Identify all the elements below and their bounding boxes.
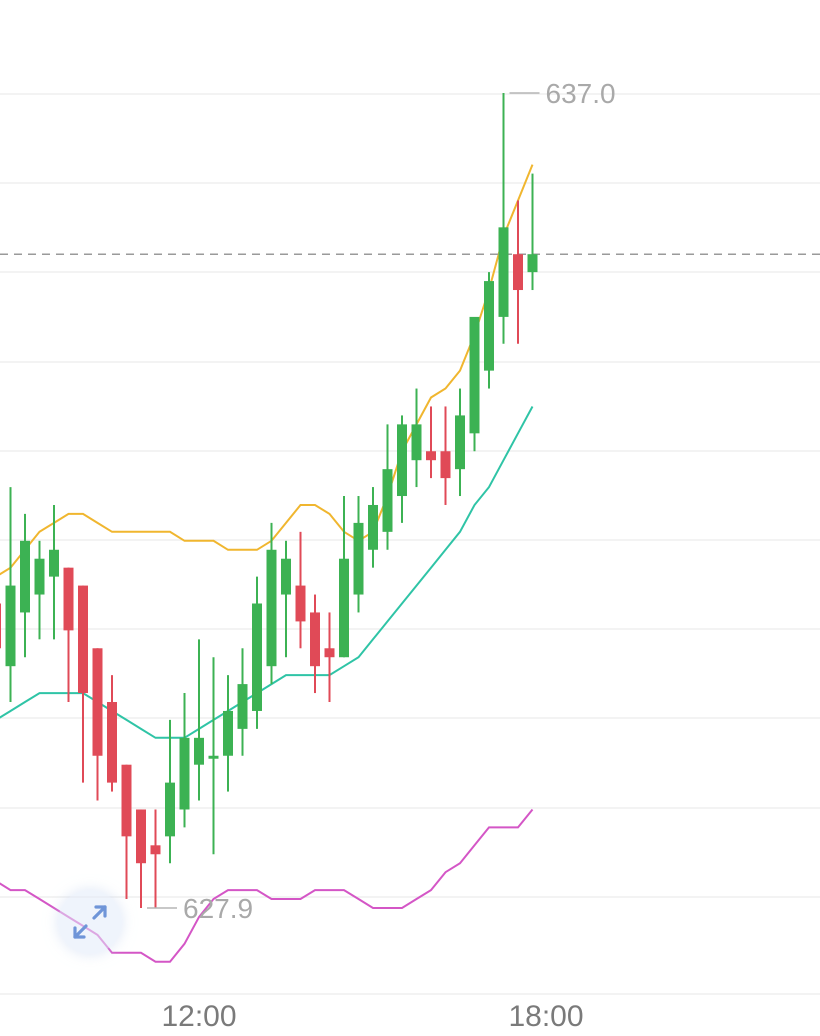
candle [353, 496, 364, 613]
candle [237, 648, 248, 756]
candle [121, 764, 132, 900]
candle-body [440, 451, 451, 479]
x-tick-label: 18:00 [508, 1000, 583, 1033]
candle [194, 639, 204, 801]
candle-body [252, 603, 262, 711]
candle [208, 657, 219, 855]
candle [107, 675, 117, 792]
candle [527, 173, 538, 291]
candle-body [78, 585, 88, 694]
candle [484, 272, 494, 389]
candle [92, 648, 103, 801]
candle [513, 200, 523, 344]
candle-body [484, 281, 494, 371]
candle [411, 388, 422, 488]
candle [223, 675, 233, 792]
candle-body [295, 585, 306, 622]
candle-body [49, 549, 59, 577]
candle-body [194, 737, 204, 765]
x-axis: 12:00 18:00 [161, 1000, 583, 1033]
candle-body [5, 585, 16, 667]
indicator-lines [0, 164, 534, 963]
candles [0, 93, 538, 908]
candle-body [208, 755, 219, 759]
candle-body [455, 415, 465, 470]
candle [20, 513, 30, 658]
candle-body [324, 648, 335, 658]
candle-body [179, 737, 190, 810]
candle [136, 809, 146, 908]
candle-body [0, 603, 1, 649]
candle-body [339, 558, 349, 658]
candle [0, 603, 1, 649]
candle-body [20, 540, 30, 613]
candle-body [281, 558, 291, 595]
candle-body [310, 612, 320, 667]
candle-body [266, 549, 277, 667]
candle [179, 693, 190, 828]
candle-body [527, 254, 538, 273]
candle [252, 576, 262, 729]
candle-body [397, 424, 407, 497]
candle-body [498, 227, 509, 317]
candle-body [92, 648, 103, 756]
candle [440, 406, 451, 505]
expand-arrows-icon [73, 905, 107, 939]
candle [63, 567, 74, 703]
candle [339, 496, 349, 658]
middle-band-line [0, 406, 534, 739]
candle [281, 540, 291, 658]
price-annotations: 637.0 627.9 [147, 78, 616, 924]
candle-body [165, 782, 175, 837]
candle-body [426, 451, 436, 461]
candle [455, 388, 465, 497]
candle-body [136, 809, 146, 864]
candle-body [223, 710, 233, 756]
candle [382, 424, 393, 550]
x-tick-label: 12:00 [161, 1000, 236, 1033]
low-annotation-label: 627.9 [183, 893, 253, 924]
expand-button[interactable] [58, 890, 122, 954]
candle-body [353, 522, 364, 595]
candle-body [368, 504, 378, 550]
candle-body [469, 316, 480, 434]
candle-body [34, 558, 45, 595]
candle [368, 487, 378, 568]
candle [324, 612, 335, 703]
candle [165, 719, 175, 864]
candle [469, 316, 480, 452]
candle [266, 522, 277, 685]
candle-body [411, 424, 422, 461]
candle [34, 540, 45, 640]
grid-lines [0, 93, 820, 995]
candle [397, 415, 407, 523]
candle [150, 809, 161, 908]
high-annotation-label: 637.0 [546, 78, 616, 109]
candle [295, 531, 306, 649]
candle-body [63, 567, 74, 631]
candle [5, 487, 16, 703]
candle [498, 93, 509, 344]
upper-band-line [0, 164, 534, 576]
candle-body [121, 764, 132, 837]
candle-body [237, 684, 248, 729]
candle-body [513, 254, 523, 291]
candle [78, 585, 88, 783]
candle [310, 594, 320, 694]
candle-body [150, 845, 161, 855]
candle-body [382, 469, 393, 532]
candle [49, 504, 59, 640]
candle-body [107, 702, 117, 783]
candle [426, 406, 436, 479]
